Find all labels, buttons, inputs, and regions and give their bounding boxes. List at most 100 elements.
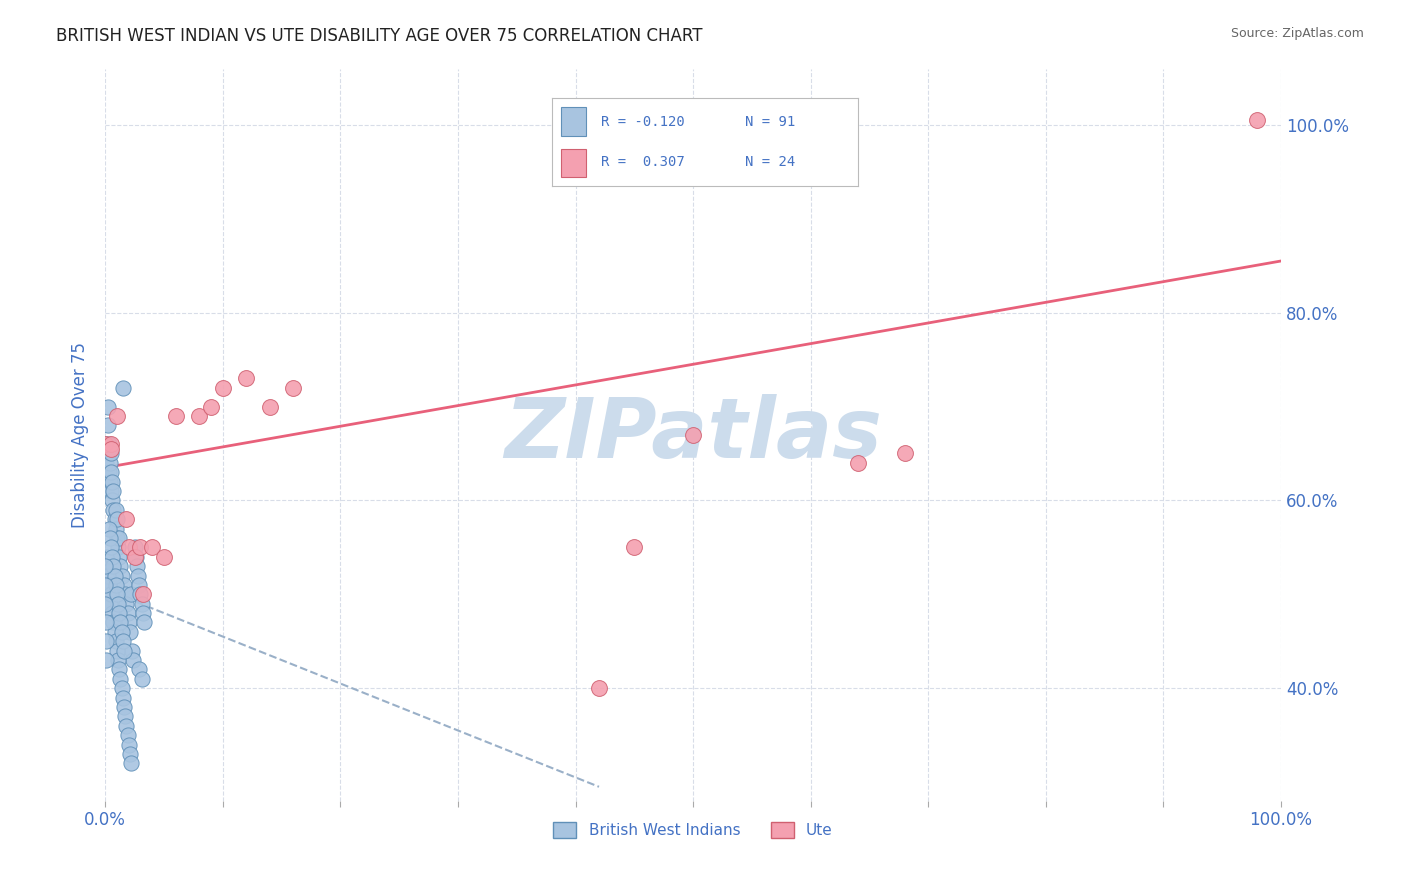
Point: [105, 409, 128, 423]
Point: [97, 437, 120, 451]
Point: [105, 587, 128, 601]
Point: [97, 568, 120, 582]
Point: [96, 653, 118, 667]
Point: [97, 446, 120, 460]
Point: [103, 559, 125, 574]
Point: [118, 615, 141, 630]
Point: [132, 615, 155, 630]
Point: [97, 465, 120, 479]
Point: [97, 418, 120, 433]
Point: [846, 456, 869, 470]
Point: [97, 400, 120, 414]
Point: [141, 541, 163, 555]
Point: [121, 643, 143, 657]
Point: [120, 756, 142, 771]
Point: [105, 531, 128, 545]
Point: [96, 615, 118, 630]
Point: [104, 512, 127, 526]
Point: [104, 634, 127, 648]
Point: [114, 587, 136, 601]
Point: [211, 381, 233, 395]
Point: [112, 643, 135, 657]
Point: [114, 709, 136, 723]
Point: [115, 597, 138, 611]
Point: [94, 559, 117, 574]
Point: [124, 549, 146, 564]
Text: Source: ZipAtlas.com: Source: ZipAtlas.com: [1230, 27, 1364, 40]
Point: [128, 578, 150, 592]
Point: [100, 483, 122, 498]
Point: [111, 624, 134, 639]
Point: [100, 442, 122, 456]
Point: [122, 653, 145, 667]
Point: [96, 568, 118, 582]
Point: [100, 437, 122, 451]
Point: [120, 587, 142, 601]
Point: [107, 597, 129, 611]
Point: [132, 606, 155, 620]
Point: [101, 606, 124, 620]
Text: BRITISH WEST INDIAN VS UTE DISABILITY AGE OVER 75 CORRELATION CHART: BRITISH WEST INDIAN VS UTE DISABILITY AG…: [56, 27, 703, 45]
Point: [98, 597, 121, 611]
Point: [104, 578, 127, 592]
Point: [100, 541, 122, 555]
Y-axis label: Disability Age Over 75: Disability Age Over 75: [72, 342, 89, 528]
Point: [96, 437, 118, 451]
Point: [111, 690, 134, 705]
Point: [100, 587, 122, 601]
Point: [110, 559, 132, 574]
Point: [98, 475, 121, 489]
Point: [115, 719, 138, 733]
Point: [127, 568, 149, 582]
Point: [131, 597, 153, 611]
Point: [118, 541, 141, 555]
Point: [623, 541, 645, 555]
Point: [98, 531, 121, 545]
Point: [115, 512, 138, 526]
Point: [101, 549, 124, 564]
Point: [117, 728, 139, 742]
Point: [111, 634, 134, 648]
Point: [111, 568, 134, 582]
Point: [235, 371, 257, 385]
Legend: British West Indians, Ute: British West Indians, Ute: [547, 816, 839, 845]
Point: [112, 578, 135, 592]
Point: [107, 653, 129, 667]
Point: [588, 681, 610, 696]
Point: [104, 624, 127, 639]
Point: [125, 549, 148, 564]
Point: [97, 587, 120, 601]
Point: [108, 549, 131, 564]
Point: [94, 597, 117, 611]
Point: [101, 475, 124, 489]
Point: [104, 568, 127, 582]
Point: [129, 587, 152, 601]
Point: [117, 606, 139, 620]
Point: [96, 634, 118, 648]
Point: [104, 503, 127, 517]
Point: [101, 493, 124, 508]
Point: [129, 541, 152, 555]
Point: [103, 503, 125, 517]
Point: [96, 549, 118, 564]
Point: [97, 522, 120, 536]
Point: [104, 522, 127, 536]
Point: [103, 483, 125, 498]
Point: [107, 541, 129, 555]
Point: [118, 747, 141, 761]
Point: [165, 409, 187, 423]
Point: [105, 643, 128, 657]
Point: [118, 738, 141, 752]
Point: [128, 662, 150, 676]
Point: [108, 606, 131, 620]
Point: [105, 512, 128, 526]
Point: [125, 559, 148, 574]
Point: [682, 427, 704, 442]
Point: [893, 446, 915, 460]
Point: [94, 578, 117, 592]
Point: [94, 437, 117, 451]
Point: [111, 381, 134, 395]
Point: [259, 400, 281, 414]
Point: [188, 409, 211, 423]
Point: [97, 578, 120, 592]
